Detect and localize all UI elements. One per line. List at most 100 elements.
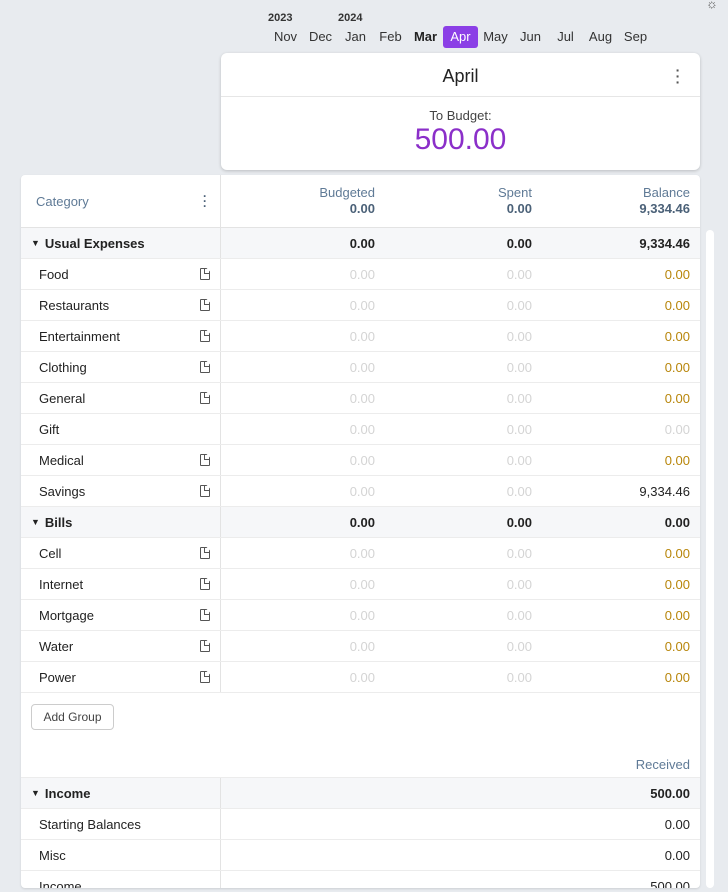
category-row[interactable]: General 0.00 0.00 0.00 [21, 383, 700, 414]
category-row[interactable]: Power 0.00 0.00 0.00 [21, 662, 700, 693]
collapse-triangle-icon[interactable]: ▼ [31, 517, 40, 527]
balance-value[interactable]: 0.00 [664, 452, 690, 468]
spent-value[interactable]: 0.00 [506, 669, 532, 685]
category-name[interactable]: Gift [39, 421, 60, 437]
card-menu-kebab-icon[interactable]: · · · [675, 62, 681, 90]
category-row[interactable]: Medical 0.00 0.00 0.00 [21, 445, 700, 476]
category-name[interactable]: General [39, 390, 86, 406]
collapse-triangle-icon[interactable]: ▼ [31, 788, 40, 798]
budgeted-input[interactable]: 0.00 [349, 669, 375, 685]
category-row[interactable]: Savings 0.00 0.00 9,334.46 [21, 476, 700, 507]
spent-value[interactable]: 0.00 [506, 328, 532, 344]
month-mar[interactable]: Mar [413, 29, 438, 44]
category-row[interactable]: Cell 0.00 0.00 0.00 [21, 538, 700, 569]
income-row[interactable]: Misc 0.00 [21, 840, 700, 871]
spent-value[interactable]: 0.00 [506, 545, 532, 561]
balance-value[interactable]: 0.00 [664, 607, 690, 623]
budgeted-input[interactable]: 0.00 [349, 421, 375, 437]
category-row[interactable]: Entertainment 0.00 0.00 0.00 [21, 321, 700, 352]
balance-value[interactable]: 0.00 [664, 576, 690, 592]
note-icon[interactable] [200, 361, 210, 373]
spent-value[interactable]: 0.00 [506, 483, 532, 499]
received-value[interactable]: 500.00 [650, 878, 690, 889]
spent-value[interactable]: 0.00 [506, 638, 532, 654]
month-jul[interactable]: Jul [557, 29, 574, 44]
note-icon[interactable] [200, 268, 210, 280]
note-icon[interactable] [200, 485, 210, 497]
budgeted-input[interactable]: 0.00 [349, 297, 375, 313]
note-icon[interactable] [200, 299, 210, 311]
month-nov[interactable]: Nov [273, 29, 298, 44]
category-row[interactable]: Restaurants 0.00 0.00 0.00 [21, 290, 700, 321]
budgeted-input[interactable]: 0.00 [349, 576, 375, 592]
spent-value[interactable]: 0.00 [506, 452, 532, 468]
balance-value[interactable]: 9,334.46 [639, 483, 690, 499]
spent-value[interactable]: 0.00 [506, 576, 532, 592]
category-row[interactable]: Internet 0.00 0.00 0.00 [21, 569, 700, 600]
collapse-triangle-icon[interactable]: ▼ [31, 238, 40, 248]
month-feb[interactable]: Feb [379, 29, 402, 44]
spent-value[interactable]: 0.00 [506, 607, 532, 623]
category-name[interactable]: Income [39, 878, 82, 889]
category-name[interactable]: Power [39, 669, 76, 685]
budgeted-input[interactable]: 0.00 [349, 266, 375, 282]
month-dec[interactable]: Dec [308, 29, 333, 44]
category-row[interactable]: Food 0.00 0.00 0.00 [21, 259, 700, 290]
budgeted-input[interactable]: 0.00 [349, 328, 375, 344]
balance-value[interactable]: 0.00 [664, 545, 690, 561]
balance-value[interactable]: 0.00 [664, 297, 690, 313]
budgeted-input[interactable]: 0.00 [349, 483, 375, 499]
note-icon[interactable] [200, 330, 210, 342]
spent-value[interactable]: 0.00 [506, 421, 532, 437]
balance-value[interactable]: 0.00 [664, 328, 690, 344]
balance-value[interactable]: 0.00 [664, 390, 690, 406]
budgeted-input[interactable]: 0.00 [349, 607, 375, 623]
month-may[interactable]: May [483, 29, 508, 44]
note-icon[interactable] [200, 640, 210, 652]
group-row[interactable]: ▼ Usual Expenses 0.00 0.00 9,334.46 [21, 228, 700, 259]
balance-value[interactable]: 0.00 [664, 638, 690, 654]
budgeted-input[interactable]: 0.00 [349, 359, 375, 375]
to-budget-value[interactable]: 500.00 [414, 123, 507, 156]
category-name[interactable]: Mortgage [39, 607, 94, 623]
month-sep[interactable]: Sep [623, 29, 648, 44]
category-name[interactable]: Starting Balances [39, 816, 141, 832]
note-icon[interactable] [200, 578, 210, 590]
income-row[interactable]: Starting Balances 0.00 [21, 809, 700, 840]
category-row[interactable]: Gift 0.00 0.00 0.00 [21, 414, 700, 445]
scrollbar[interactable] [706, 230, 714, 888]
category-name[interactable]: Clothing [39, 359, 87, 375]
note-icon[interactable] [200, 609, 210, 621]
budgeted-input[interactable]: 0.00 [349, 452, 375, 468]
category-name[interactable]: Food [39, 266, 69, 282]
category-row[interactable]: Water 0.00 0.00 0.00 [21, 631, 700, 662]
group-row[interactable]: ▼ Bills 0.00 0.00 0.00 [21, 507, 700, 538]
balance-value[interactable]: 0.00 [664, 669, 690, 685]
category-menu-kebab-icon[interactable]: · · · [203, 188, 207, 213]
received-value[interactable]: 0.00 [664, 847, 690, 863]
income-group-row[interactable]: ▼ Income 500.00 [21, 778, 700, 809]
note-icon[interactable] [200, 392, 210, 404]
spent-value[interactable]: 0.00 [506, 297, 532, 313]
category-name[interactable]: Water [39, 638, 74, 654]
month-jan[interactable]: Jan [345, 29, 366, 44]
category-name[interactable]: Misc [39, 847, 66, 863]
note-icon[interactable] [200, 547, 210, 559]
spent-value[interactable]: 0.00 [506, 266, 532, 282]
balance-value[interactable]: 0.00 [664, 266, 690, 282]
note-icon[interactable] [200, 671, 210, 683]
budgeted-input[interactable]: 0.00 [349, 545, 375, 561]
spent-value[interactable]: 0.00 [506, 390, 532, 406]
month-aug[interactable]: Aug [588, 29, 613, 44]
theme-sun-icon[interactable]: ☼ [706, 0, 718, 11]
category-name[interactable]: Restaurants [39, 297, 110, 313]
balance-value[interactable]: 0.00 [664, 359, 690, 375]
category-name[interactable]: Entertainment [39, 328, 120, 344]
add-group-button[interactable]: Add Group [31, 704, 114, 730]
income-row[interactable]: Income 500.00 [21, 871, 700, 888]
spent-value[interactable]: 0.00 [506, 359, 532, 375]
received-value[interactable]: 0.00 [664, 816, 690, 832]
note-icon[interactable] [200, 454, 210, 466]
category-name[interactable]: Internet [39, 576, 84, 592]
month-jun[interactable]: Jun [520, 29, 541, 44]
